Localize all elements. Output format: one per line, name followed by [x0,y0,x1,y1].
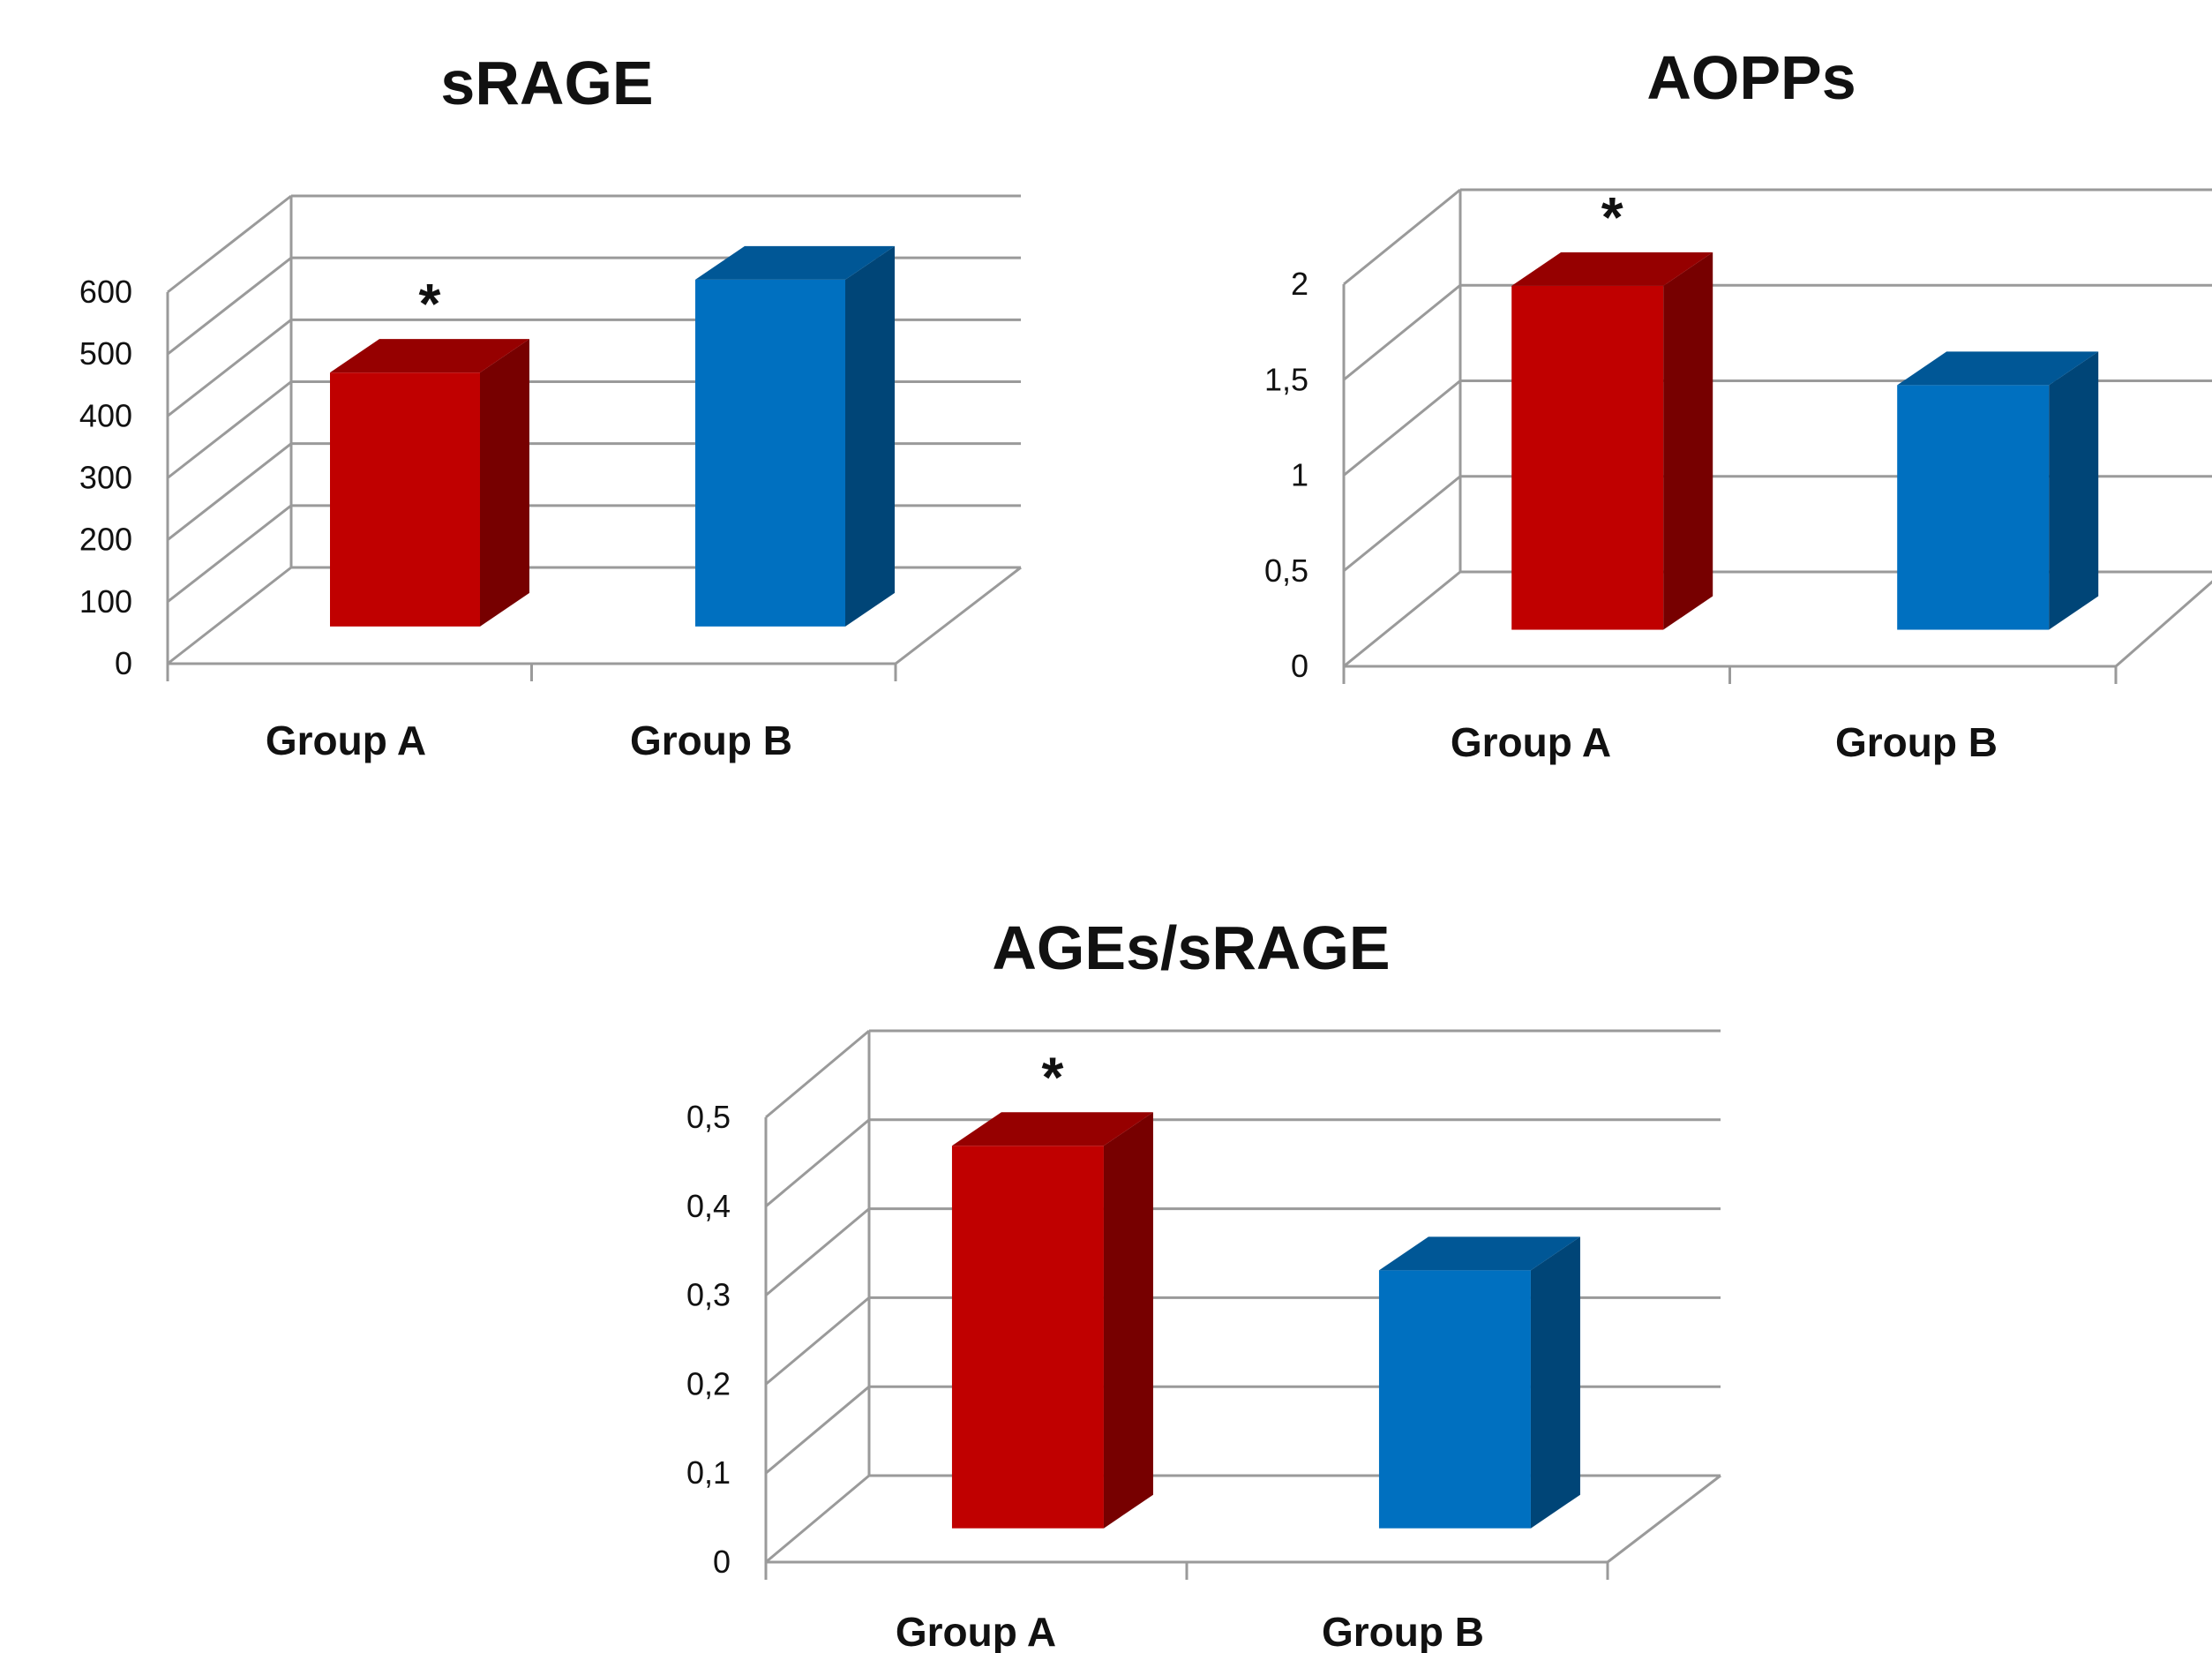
gridline-side [167,194,292,294]
gridline-side [167,380,292,479]
y-tick-label: 500 [79,335,132,372]
chart-title: sRAGE [440,49,653,117]
x-tick-label: Group B [630,718,792,763]
bar-0 [951,1146,1104,1529]
y-tick-label: 1 [1291,457,1308,493]
floor-right-edge [1607,1474,1721,1564]
gridline-side [765,1474,870,1564]
chart-title: AOPPs [1646,43,1856,112]
y-tick-label: 100 [79,583,132,620]
significance-marker: * [419,272,441,335]
gridline-side [167,256,292,356]
y-tick-label: 400 [79,397,132,433]
gridline-side [1343,475,1461,572]
gridline-side [1343,188,1461,286]
y-tick-label: 0,5 [686,1099,731,1135]
bar-side-0 [480,339,529,627]
bar-top-0 [1511,252,1713,286]
gridline-side [167,504,292,604]
x-tick-label: Group B [1835,719,1998,765]
y-tick-label: 300 [79,460,132,496]
y-tick-label: 1,5 [1264,361,1308,397]
gridline-side [1343,284,1461,381]
significance-marker: * [1601,185,1623,249]
y-tick-label: 0,3 [686,1277,731,1313]
bar-top-0 [951,1112,1153,1146]
bar-0 [1511,285,1664,630]
bar-side-0 [1103,1112,1153,1529]
bar-1 [1897,385,2050,630]
bar-1 [695,279,845,627]
bar-0 [330,372,480,627]
gridline-side [167,319,292,417]
bar-top-1 [695,245,895,280]
bar-side-1 [1530,1236,1580,1529]
chart-title: AGEs/sRAGE [992,913,1390,982]
gridline-side [765,1207,870,1296]
y-tick-label: 0,1 [686,1454,731,1491]
y-tick-label: 0 [115,645,132,681]
x-tick-label: Group A [896,1609,1056,1653]
floor-right-edge [2115,580,2212,668]
x-tick-label: Group B [1322,1609,1484,1653]
chart-2: AGEs/sRAGE 0 0,1 0,2 0,3 0,4 0,5 Group A * Group … [686,913,1721,1653]
y-tick-label: 0,4 [686,1188,731,1224]
bar-side-1 [2049,351,2099,630]
y-tick-label: 2 [1291,266,1308,302]
gridline-side [167,566,292,665]
gridline-side [1343,379,1461,477]
gridline-side [765,1296,870,1386]
bar-side-1 [845,245,895,627]
y-tick-label: 0 [1291,648,1308,684]
y-tick-label: 0 [713,1544,731,1580]
gridline-side [765,1118,870,1207]
bar-1 [1378,1270,1531,1529]
bar-side-0 [1663,252,1713,630]
y-tick-label: 0,2 [686,1365,731,1401]
x-tick-label: Group A [1451,719,1611,765]
x-tick-label: Group A [266,718,426,763]
y-tick-label: 200 [79,522,132,558]
floor-right-edge [895,566,1022,665]
y-tick-label: 600 [79,274,132,310]
gridline-side [167,442,292,541]
gridline-side [765,1386,870,1475]
bar-top-1 [1897,351,2099,386]
gridline-side [1343,570,1461,668]
y-tick-label: 0,5 [1264,552,1308,589]
chart-0: sRAGE 0 100 200 300 400 500 600 Group A * Group B [79,49,1022,763]
bar-top-0 [330,339,529,373]
significance-marker: * [1041,1045,1063,1108]
gridline-side [765,1029,870,1119]
chart-1: AOPPs 0 0,5 1 1,5 2 Group A * Group B [1264,43,2212,765]
bar-top-1 [1378,1236,1580,1271]
